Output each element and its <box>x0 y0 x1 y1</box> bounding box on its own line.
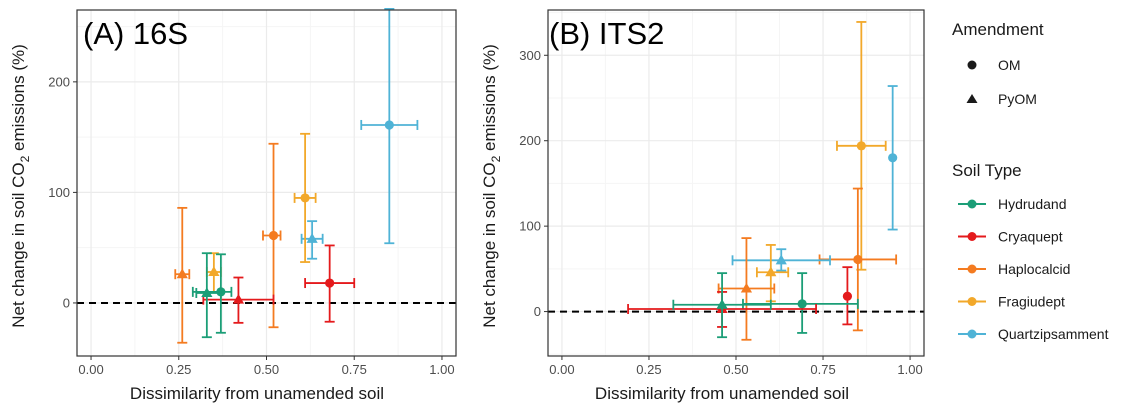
panel-b-point-fragiudept-om <box>836 21 887 271</box>
circle-marker <box>268 230 279 241</box>
panel-b-x-tick-label: 0.25 <box>636 362 661 377</box>
triangle-marker <box>740 282 753 293</box>
triangle-marker <box>176 268 188 279</box>
circle-marker <box>300 193 310 203</box>
panel-b-plot-area: 0.00 0.25 0.50 0.75 1.00 0 100 200 300 <box>519 9 925 377</box>
panel-b-y-axis-label: Net change in soil CO2 emissions (%) <box>480 44 503 328</box>
circle-marker <box>856 141 866 151</box>
panel-a-x-axis-label: Dissimilarity from unamended soil <box>130 384 384 403</box>
panel-a-point-fragiudept-pyom <box>205 252 222 293</box>
panel-b-point-haplocalcid-om <box>818 187 898 332</box>
triangle-marker <box>765 266 777 277</box>
legend-soil-label: Cryaquept <box>998 229 1063 245</box>
panel-b-x-tick-label: 0.00 <box>549 362 574 377</box>
panel-b-point-hydrudand-om <box>742 272 859 334</box>
panel-a-plot-area: 0.00 0.25 0.50 0.75 1.00 0 100 200 <box>48 7 457 377</box>
legend-point-key <box>967 329 977 339</box>
panel-a-x-tick-label: 0.75 <box>342 362 367 377</box>
panel-b-y-tick-label: 300 <box>519 48 541 63</box>
panel-a-y-tick-label: 100 <box>48 185 70 200</box>
legend-soil-label: Hydrudand <box>998 196 1067 212</box>
triangle-marker <box>775 254 787 265</box>
triangle-marker-icon <box>966 94 978 103</box>
panel-b-point-quartzipsamment-pyom <box>731 248 831 272</box>
legend-soil-hydrudand: Hydrudand <box>958 196 1067 212</box>
panel-a-y-tick-label: 0 <box>63 295 70 310</box>
legend-soil-label: Haplocalcid <box>998 261 1070 277</box>
panel-b-x-tick-label: 0.50 <box>723 362 748 377</box>
circle-marker <box>853 254 863 265</box>
legend-point-key <box>967 232 977 241</box>
panel-a-x-tick-label: 1.00 <box>429 362 454 377</box>
panel-a-x-tick-label: 0.00 <box>78 362 103 377</box>
panel-a-y-axis-label: Net change in soil CO2 emissions (%) <box>9 44 32 328</box>
panel-b-y-tick-label: 200 <box>519 133 541 148</box>
triangle-marker <box>201 287 213 297</box>
circle-marker <box>797 299 807 309</box>
circle-marker <box>842 291 853 301</box>
triangle-marker <box>232 293 245 304</box>
legend-soil-quartzipsamment: Quartzipsamment <box>958 326 1109 342</box>
panel-b-y-tick-label: 0 <box>534 304 541 319</box>
legend-soil-cryaquept: Cryaquept <box>958 229 1063 245</box>
panel-a-point-fragiudept-om <box>293 132 317 263</box>
panel-a-point-quartzipsamment-om <box>360 7 419 245</box>
panel-b-x-tick-label: 1.00 <box>897 362 922 377</box>
panel-a-x-tick-label: 0.50 <box>254 362 279 377</box>
panel-b-x-tick-label: 0.75 <box>810 362 835 377</box>
panel-a-point-cryaquept-pyom <box>202 276 275 324</box>
legend-amendment-om-label: OM <box>998 57 1021 73</box>
legend-amendment-pyom-label: PyOM <box>998 91 1037 107</box>
legend-soil-label: Fragiudept <box>998 294 1065 310</box>
panel-b-x-axis-label: Dissimilarity from unamended soil <box>595 384 849 403</box>
panel-b-point-quartzipsamment-om <box>887 85 898 231</box>
triangle-marker <box>306 233 318 243</box>
panel-a-point-haplocalcid-pyom <box>174 206 191 344</box>
legend-amendment-title: Amendment <box>952 20 1044 39</box>
legend-soil-fragiudept: Fragiudept <box>958 294 1065 310</box>
triangle-marker <box>208 266 220 276</box>
legend-point-key <box>967 297 977 306</box>
panel-a-title: (A) 16S <box>83 16 188 51</box>
legend-point-key <box>967 199 977 209</box>
legend-soil-label: Quartzipsamment <box>998 326 1109 342</box>
panel-b-y-tick-label: 100 <box>519 219 541 234</box>
panel-b-title: (B) ITS2 <box>549 16 664 51</box>
legend-soil-haplocalcid: Haplocalcid <box>958 261 1070 277</box>
panel-a-16s: 0.00 0.25 0.50 0.75 1.00 0 100 200 (A) 16S Diss… <box>9 7 457 403</box>
circle-marker <box>325 278 335 288</box>
panel-a-point-cryaquept-om <box>304 244 356 323</box>
legend: Amendment OM PyOM Soil Type Hydrudand Cry… <box>952 20 1109 342</box>
legend-soil-items: Hydrudand Cryaquept Haplocalcid Fragiudept Q… <box>958 196 1109 342</box>
circle-marker <box>888 153 898 163</box>
panel-b-point-haplocalcid-pyom <box>717 237 776 341</box>
panel-a-point-hydrudand-pyom <box>195 252 222 339</box>
legend-amendment-pyom: PyOM <box>966 91 1037 107</box>
triangle-marker <box>716 298 728 309</box>
panel-b-point-cryaquept-om <box>842 266 853 326</box>
panel-a-y-tick-label: 200 <box>48 74 70 89</box>
panel-b-point-fragiudept-pyom <box>755 244 790 303</box>
circle-marker-icon <box>967 60 977 70</box>
legend-amendment-om: OM <box>967 57 1021 73</box>
legend-soil-title: Soil Type <box>952 161 1022 180</box>
legend-point-key <box>967 264 977 274</box>
panel-b-point-hydrudand-pyom <box>672 272 772 339</box>
panel-a-x-tick-label: 0.25 <box>166 362 191 377</box>
circle-marker <box>384 120 394 130</box>
